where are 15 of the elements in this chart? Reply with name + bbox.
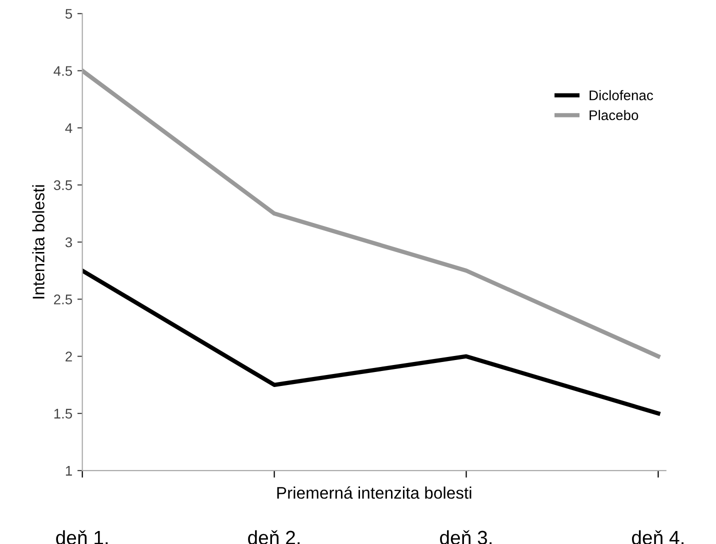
y-tick-label: 2.5 bbox=[54, 294, 72, 304]
y-tick-label: 1 bbox=[66, 466, 72, 476]
y-tick-label: 3 bbox=[65, 237, 72, 248]
x-axis-title: Priemerná intenzita bolesti bbox=[277, 486, 472, 499]
y-tick-label: 3.5 bbox=[54, 180, 72, 190]
y-tick-label: 5 bbox=[65, 9, 72, 19]
legend-label: Diclofenac bbox=[590, 90, 654, 100]
y-tick-label: 1.5 bbox=[54, 408, 72, 419]
line-series bbox=[82, 68, 660, 358]
line-series bbox=[82, 268, 660, 416]
y-tick-label: 4 bbox=[65, 123, 72, 133]
y-axis-title: Intenzita bolesti bbox=[32, 185, 44, 298]
y-tick-label: 2 bbox=[66, 352, 72, 362]
legend-label: Placebo bbox=[590, 110, 638, 120]
y-tick-label: 4.5 bbox=[54, 66, 72, 76]
